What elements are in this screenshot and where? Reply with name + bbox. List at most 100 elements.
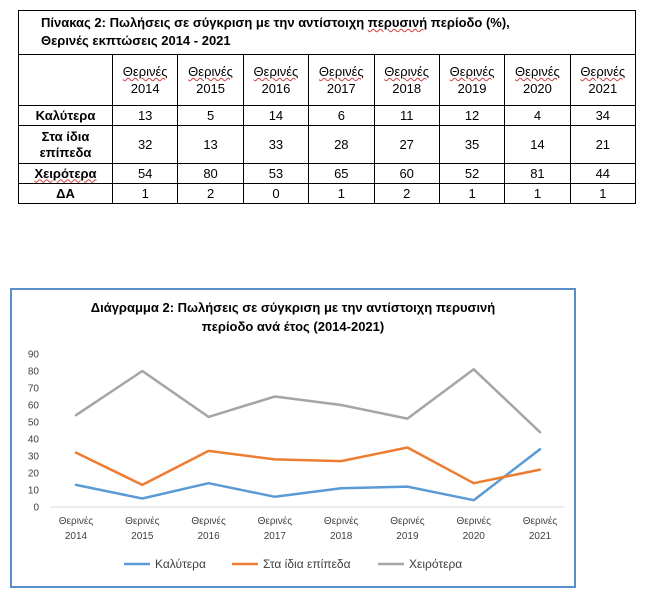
y-tick-label: 40 bbox=[28, 435, 40, 446]
table-cell: 54 bbox=[111, 163, 179, 184]
x-tick-label: Θερινές bbox=[258, 515, 293, 527]
y-tick-label: 30 bbox=[28, 452, 40, 463]
table-cell: 65 bbox=[308, 163, 375, 184]
column-header-label: Θερινές bbox=[515, 64, 560, 79]
column-header-2014: Θερινές 2014 bbox=[111, 54, 179, 106]
table-cell: 52 bbox=[438, 163, 506, 184]
table-cell: 1 bbox=[438, 183, 506, 204]
column-header-label: Θερινές bbox=[384, 64, 430, 79]
x-tick-label: Θερινές bbox=[390, 515, 425, 527]
table-cell: 1 bbox=[308, 183, 375, 204]
y-tick-label: 60 bbox=[28, 401, 40, 412]
y-tick-label: 0 bbox=[33, 503, 39, 514]
x-tick-label: Θερινές bbox=[191, 515, 226, 527]
column-header-2015: Θερινές 2015 bbox=[177, 54, 244, 106]
column-header-label: Θερινές bbox=[122, 64, 168, 79]
y-tick-label: 10 bbox=[28, 486, 40, 497]
column-header-year: 2020 bbox=[522, 81, 552, 96]
table-cell: 35 bbox=[438, 125, 506, 164]
table-cell: 2 bbox=[177, 183, 244, 204]
table-cell: 2 bbox=[373, 183, 440, 204]
table-cell: 6 bbox=[308, 105, 375, 126]
table-title: Πίνακας 2: Πωλήσεις σε σύγκριση με την α… bbox=[18, 10, 636, 55]
x-tick-label-year: 2014 bbox=[65, 531, 88, 542]
table-cell: 11 bbox=[373, 105, 440, 126]
column-header-2021: Θερινές 2021 bbox=[569, 54, 637, 106]
table-cell: 32 bbox=[111, 125, 179, 164]
row-label-worse: Χειρότερα bbox=[18, 163, 113, 184]
legend-label-2: Στα ίδια επίπεδα bbox=[263, 557, 351, 571]
table-cell: 1 bbox=[504, 183, 571, 204]
column-header-label: Θερινές bbox=[188, 64, 233, 79]
x-tick-label-year: 2019 bbox=[396, 531, 419, 542]
row-label-same-line2: επίπεδα bbox=[39, 144, 92, 160]
table-corner-cell bbox=[18, 54, 113, 106]
table-cell: 14 bbox=[242, 105, 310, 126]
row-label-worse-text: Χειρότερα bbox=[34, 165, 97, 181]
column-header-label: Θερινές bbox=[318, 64, 364, 79]
table-cell: 44 bbox=[569, 163, 637, 184]
column-header-year: 2015 bbox=[196, 81, 226, 96]
table-cell: 13 bbox=[111, 105, 179, 126]
x-tick-label-year: 2017 bbox=[264, 531, 287, 542]
x-tick-label-year: 2015 bbox=[131, 531, 154, 542]
series-line-3 bbox=[74, 368, 542, 434]
table-cell: 28 bbox=[308, 125, 375, 164]
column-header-year: 2016 bbox=[261, 81, 291, 96]
y-tick-label: 50 bbox=[28, 418, 40, 429]
column-header-2019: Θερινές 2019 bbox=[438, 54, 506, 106]
table-cell: 53 bbox=[242, 163, 310, 184]
y-tick-label: 80 bbox=[28, 367, 40, 378]
table-cell: 33 bbox=[242, 125, 310, 164]
table-cell: 0 bbox=[242, 183, 310, 204]
column-header-year: 2019 bbox=[457, 81, 487, 96]
column-header-2016: Θερινές 2016 bbox=[242, 54, 310, 106]
table-cell: 80 bbox=[177, 163, 244, 184]
table-cell: 34 bbox=[569, 105, 637, 126]
sales-comparison-table: Πίνακας 2: Πωλήσεις σε σύγκριση με την α… bbox=[18, 10, 637, 204]
table-row: Στα ίδια επίπεδα 32 13 33 28 27 35 14 21 bbox=[18, 125, 637, 164]
table-row: Χειρότερα 54 80 53 65 60 52 81 44 bbox=[18, 163, 637, 184]
x-tick-label: Θερινές bbox=[456, 515, 491, 527]
x-tick-label: Θερινές bbox=[523, 515, 558, 527]
x-tick-label-year: 2021 bbox=[529, 531, 552, 542]
table-cell: 1 bbox=[111, 183, 179, 204]
x-tick-label-year: 2016 bbox=[197, 531, 220, 542]
table-cell: 60 bbox=[373, 163, 440, 184]
table-title-line2: Θερινές εκπτώσεις 2014 - 2021 bbox=[41, 33, 231, 48]
table-cell: 4 bbox=[504, 105, 571, 126]
legend-label-3: Χειρότερα bbox=[409, 557, 462, 571]
column-header-2020: Θερινές 2020 bbox=[504, 54, 571, 106]
table-row: Καλύτερα 13 5 14 6 11 12 4 34 bbox=[18, 105, 637, 126]
column-header-year: 2018 bbox=[392, 81, 422, 96]
table: Πίνακας 2: Πωλήσεις σε σύγκριση με την α… bbox=[18, 10, 637, 204]
x-tick-label: Θερινές bbox=[59, 515, 94, 527]
table-cell: 13 bbox=[177, 125, 244, 164]
chart-title-line2: περίοδο ανά έτος (2014-2021) bbox=[201, 319, 385, 334]
chart-plot: 0 10 20 30 40 50 60 70 80 90 Θερινές 2014 Θερινές 201… bbox=[28, 350, 564, 571]
series-line-1 bbox=[74, 447, 542, 502]
y-tick-label: 90 bbox=[28, 350, 40, 361]
line-chart: Διάγραμμα 2: Πωλήσεις σε σύγκριση με την… bbox=[10, 288, 576, 588]
chart-title: Διάγραμμα 2: Πωλήσεις σε σύγκριση με την… bbox=[12, 298, 574, 336]
column-header-year: 2014 bbox=[130, 81, 160, 96]
table-cell: 12 bbox=[438, 105, 506, 126]
table-cell: 27 bbox=[373, 125, 440, 164]
table-cell: 1 bbox=[569, 183, 637, 204]
column-header-year: 2021 bbox=[588, 81, 618, 96]
table-cell: 21 bbox=[569, 125, 637, 164]
series-line-2 bbox=[74, 446, 542, 487]
column-header-2018: Θερινές 2018 bbox=[373, 54, 440, 106]
row-label-same: Στα ίδια επίπεδα bbox=[18, 125, 113, 164]
x-tick-label: Θερινές bbox=[324, 515, 359, 527]
legend-label-1: Καλύτερα bbox=[155, 557, 206, 571]
column-header-2017: Θερινές 2017 bbox=[308, 54, 375, 106]
y-tick-label: 20 bbox=[28, 469, 40, 480]
x-tick-label-year: 2018 bbox=[330, 531, 353, 542]
table-header-row: Θερινές 2014 Θερινές 2015 Θερινές 2016 Θερινές… bbox=[18, 54, 637, 106]
row-label-na: ΔΑ bbox=[18, 183, 113, 204]
table-title-line1: Πίνακας 2: Πωλήσεις σε σύγκριση με την α… bbox=[41, 15, 510, 30]
column-header-year: 2017 bbox=[326, 81, 356, 96]
table-cell: 81 bbox=[504, 163, 571, 184]
x-tick-label-year: 2020 bbox=[463, 531, 486, 542]
